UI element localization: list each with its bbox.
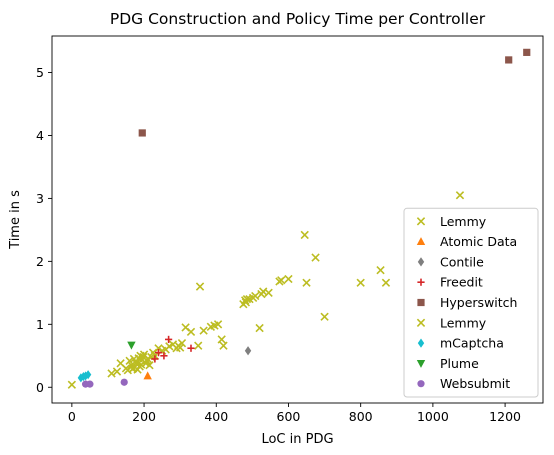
legend-label: Lemmy (440, 214, 487, 229)
data-point (86, 380, 94, 388)
data-point (284, 274, 293, 284)
legend-label: mCaptcha (440, 336, 504, 351)
plot-frame (51, 35, 544, 404)
data-point (300, 230, 309, 240)
data-point (127, 341, 136, 350)
data-point (84, 370, 92, 380)
data-point (187, 344, 195, 352)
data-point (145, 361, 154, 370)
data-point (175, 343, 185, 352)
y-tick-label: 2 (36, 254, 44, 269)
legend-marker (416, 318, 426, 327)
y-tick-label: 5 (36, 65, 44, 80)
legend-marker (416, 360, 426, 368)
data-point (320, 312, 329, 321)
data-point (381, 278, 391, 287)
legend-marker (417, 298, 425, 307)
data-point (154, 349, 163, 357)
data-point (242, 294, 252, 304)
x-tick-label: 200 (132, 409, 156, 424)
data-point (186, 327, 196, 337)
data-point (244, 346, 252, 356)
legend-label: Lemmy (440, 315, 487, 330)
data-point (143, 371, 152, 380)
data-point (277, 276, 286, 285)
data-point (505, 56, 513, 64)
data-point (217, 335, 226, 344)
series-mcaptcha (77, 370, 92, 383)
x-axis-label: LoC in PDG (261, 432, 333, 447)
series-hyperswitch (138, 48, 531, 137)
legend-marker (417, 338, 425, 348)
x-tick-label: 1000 (417, 409, 449, 424)
data-point (251, 291, 260, 301)
y-tick-label: 3 (36, 191, 44, 206)
legend-label: Hyperswitch (440, 295, 517, 310)
data-point (311, 253, 320, 262)
series-plume (127, 341, 136, 350)
data-point (120, 378, 128, 386)
x-tick-label: 400 (204, 409, 228, 424)
legend-label: Contile (440, 254, 484, 269)
series-freedit (151, 335, 195, 363)
y-axis-label: Time in s (8, 190, 23, 250)
data-point (67, 380, 77, 389)
data-point (219, 341, 228, 350)
legend-box (403, 207, 539, 398)
data-point (264, 288, 273, 298)
legend-label: Atomic Data (440, 234, 517, 249)
legend-label: Plume (440, 356, 479, 371)
x-tick-label: 800 (349, 409, 373, 424)
legend-marker (416, 237, 426, 245)
plot-area (67, 48, 531, 389)
chart-title: PDG Construction and Policy Time per Con… (110, 10, 486, 28)
y-tick-label: 0 (36, 380, 44, 395)
legend: Lemmy Atomic Data Contile Freedit Hyperswitc… (403, 207, 539, 398)
data-point (376, 266, 385, 275)
x-tick-label: 0 (68, 409, 76, 424)
data-point (138, 129, 146, 137)
series-contile (244, 346, 252, 356)
data-point (302, 278, 311, 287)
y-tick-label: 1 (36, 317, 44, 332)
series-websubmit (81, 378, 128, 388)
legend-marker (417, 380, 425, 388)
data-point (107, 369, 116, 378)
y-tick-label: 4 (36, 128, 44, 143)
series-atomic-data (143, 371, 152, 380)
legend-marker (417, 257, 425, 267)
legend-label: Freedit (440, 275, 483, 290)
series-lemmy (67, 191, 465, 389)
data-point (194, 341, 203, 350)
data-point (356, 278, 365, 287)
x-tick-label: 600 (277, 409, 301, 424)
legend-marker (417, 278, 425, 286)
data-point (195, 282, 205, 291)
x-tick-label: 1200 (489, 409, 521, 424)
data-point (455, 191, 465, 200)
data-point (213, 320, 223, 329)
data-point (165, 335, 173, 344)
legend-marker (416, 217, 426, 226)
data-point (255, 323, 264, 333)
data-point (177, 339, 187, 348)
data-point (160, 352, 168, 360)
data-point (112, 367, 122, 376)
legend-label: Websubmit (440, 376, 510, 391)
data-point (151, 355, 159, 363)
axes: 0 200 400 600 800 1000 1200 0 1 2 3 4 5 (36, 35, 544, 424)
data-point (123, 366, 132, 375)
data-point (199, 326, 208, 335)
data-point (523, 48, 531, 56)
